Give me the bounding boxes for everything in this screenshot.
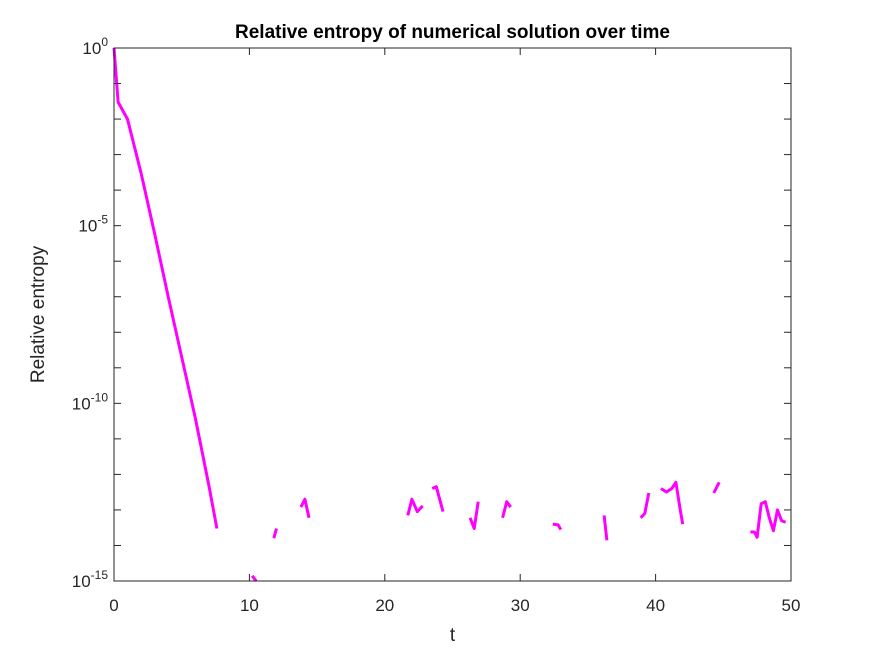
x-tick-label: 50 (782, 596, 801, 615)
series-line-segment (112, 47, 219, 529)
x-tick-label: 20 (375, 596, 394, 615)
axes-box (113, 47, 792, 582)
y-tick-label: 10-15 (72, 568, 109, 591)
x-tick-label: 10 (240, 596, 259, 615)
series-line-segment (750, 500, 787, 539)
series-line-segment (552, 522, 563, 531)
series-line-segment (468, 501, 480, 530)
series-line-segment (660, 480, 685, 525)
y-tick-label: 10-5 (78, 213, 108, 236)
y-tick-label: 10-10 (72, 390, 109, 413)
series-line-segment (272, 528, 278, 539)
series-line-segment (639, 492, 651, 519)
series-line-segment (602, 515, 609, 541)
plot-area (112, 47, 787, 582)
y-tick-label: 100 (82, 35, 108, 58)
series-line-segment (712, 481, 721, 494)
series-line-segment (250, 574, 258, 582)
x-tick-label: 0 (109, 596, 118, 615)
series-line-segment (299, 497, 311, 519)
x-axis-label: t (450, 625, 456, 646)
y-axis-label: Relative entropy (28, 245, 49, 383)
x-tick-label: 40 (646, 596, 665, 615)
series-line-segment (501, 500, 512, 519)
series-line-segment (431, 485, 445, 512)
axes: 0 10 20 30 40 50 100 10-5 10-10 10-15 (72, 35, 801, 615)
series-line-segment (406, 497, 424, 516)
chart-title: Relative entropy of numerical solution o… (235, 22, 670, 43)
x-tick-label: 30 (511, 596, 530, 615)
